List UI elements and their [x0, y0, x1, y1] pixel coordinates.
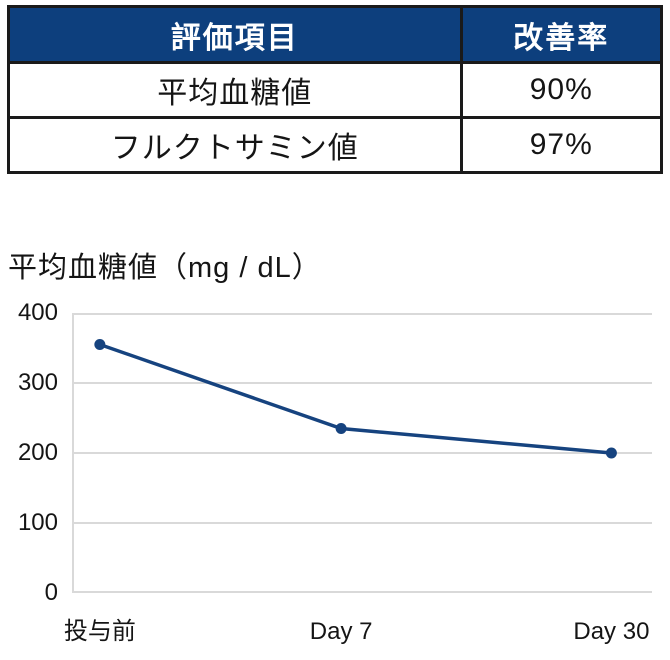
- y-axis-tick-label: 200: [17, 439, 58, 466]
- item-cell: フルクトサミン値: [7, 116, 463, 174]
- y-axis-tick-label: 300: [17, 369, 58, 396]
- table-row: フルクトサミン値 97%: [7, 116, 664, 174]
- improvement-table: 評価項目 改善率 平均血糖値 90% フルクトサミン値 97%: [7, 5, 664, 174]
- y-axis-tick-label: 400: [17, 299, 58, 326]
- plot-svg: [72, 313, 652, 593]
- rate-cell: 90%: [459, 61, 664, 119]
- header-cell-0: 評価項目: [7, 5, 463, 64]
- x-axis-label: 投与前: [63, 618, 136, 645]
- table-row: 平均血糖値 90%: [7, 61, 664, 119]
- x-axis-label: Day 30: [573, 618, 650, 645]
- table-header-row: 評価項目 改善率: [7, 5, 664, 64]
- item-cell: 平均血糖値: [7, 61, 463, 119]
- table-body: 平均血糖値 90% フルクトサミン値 97%: [7, 61, 664, 174]
- series-line: [99, 342, 612, 455]
- data-point-marker: [94, 339, 106, 350]
- rate-cell: 97%: [459, 116, 664, 174]
- plot-area: [72, 313, 652, 593]
- chart-title: 平均血糖値（mg / dL）: [8, 252, 322, 284]
- y-axis-tick-label: 0: [44, 579, 58, 606]
- y-axis-tick-label: 100: [17, 509, 58, 536]
- data-point-marker: [605, 447, 617, 459]
- header-cell-1: 改善率: [459, 5, 664, 64]
- data-point-marker: [335, 423, 347, 434]
- table-header: 評価項目 改善率: [7, 5, 664, 64]
- x-axis-label: Day 7: [309, 618, 373, 645]
